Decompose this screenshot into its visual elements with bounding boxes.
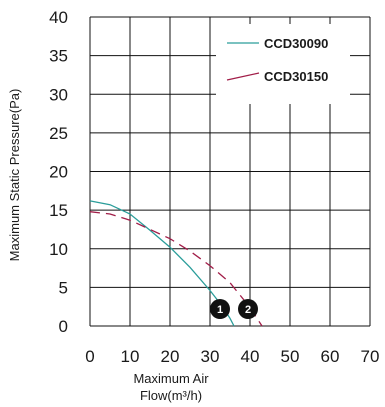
chart-series bbox=[89, 200, 263, 327]
x-tick-0: 0 bbox=[85, 347, 94, 366]
x-tick-50: 50 bbox=[281, 347, 300, 366]
marker-2 bbox=[238, 299, 258, 320]
y-tick-15: 15 bbox=[49, 201, 68, 220]
y-tick-5: 5 bbox=[59, 278, 68, 297]
x-tick-70: 70 bbox=[361, 347, 380, 366]
y-tick-10: 10 bbox=[49, 240, 68, 259]
legend-swatch-ccd30150 bbox=[226, 72, 260, 81]
y-tick-25: 25 bbox=[49, 124, 68, 143]
legend: CCD30090 CCD30150 bbox=[216, 24, 350, 104]
legend-label-ccd30090: CCD30090 bbox=[264, 36, 328, 51]
x-axis-label-line-1: Maximum Air bbox=[133, 371, 209, 386]
y-tick-0: 0 bbox=[59, 317, 68, 336]
marker-label-1: 1 bbox=[217, 304, 223, 316]
x-tick-30: 30 bbox=[201, 347, 220, 366]
y-tick-35: 35 bbox=[49, 47, 68, 66]
x-tick-20: 20 bbox=[161, 347, 180, 366]
x-tick-labels: 0 10 20 30 40 50 60 70 bbox=[85, 347, 379, 366]
y-tick-40: 40 bbox=[49, 8, 68, 27]
x-tick-40: 40 bbox=[241, 347, 260, 366]
y-tick-labels: 0 5 10 15 20 25 30 35 40 bbox=[49, 8, 68, 336]
y-axis-label: Maximum Static Pressure(Pa) bbox=[7, 89, 22, 262]
x-tick-10: 10 bbox=[121, 347, 140, 366]
marker-label-2: 2 bbox=[245, 304, 251, 316]
x-axis-label-line-2: Flow(m³/h) bbox=[140, 388, 202, 403]
y-tick-20: 20 bbox=[49, 163, 68, 182]
y-tick-30: 30 bbox=[49, 85, 68, 104]
x-tick-60: 60 bbox=[321, 347, 340, 366]
marker-1 bbox=[210, 299, 230, 320]
series-line-ccd30150 bbox=[89, 211, 263, 327]
legend-label-ccd30150: CCD30150 bbox=[264, 69, 328, 84]
legend-background bbox=[216, 24, 350, 104]
